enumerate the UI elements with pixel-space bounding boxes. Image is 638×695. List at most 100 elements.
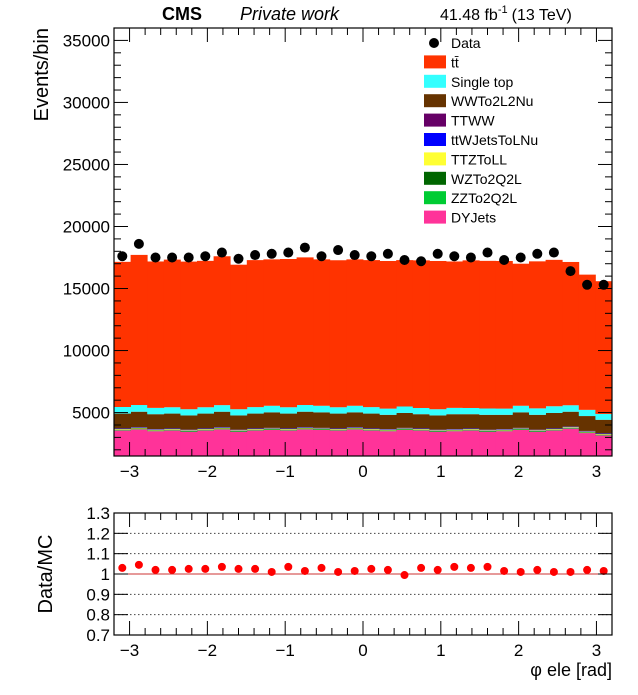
bar-segment bbox=[180, 261, 198, 410]
bar-segment bbox=[412, 429, 430, 430]
series-ttww bbox=[114, 426, 613, 434]
bar-segment bbox=[363, 260, 380, 408]
bar-segment bbox=[379, 408, 397, 415]
data-point bbox=[465, 252, 476, 263]
x-tick-label: −2 bbox=[198, 462, 217, 481]
ratio-point bbox=[533, 565, 542, 574]
data-point bbox=[117, 251, 128, 262]
bar-segment bbox=[446, 431, 463, 456]
bar-segment bbox=[163, 430, 181, 456]
ratio-y-axis-title: Data/MC bbox=[35, 535, 57, 614]
bar-segment bbox=[213, 411, 231, 428]
lumi-energy: (13 TeV) bbox=[512, 7, 572, 24]
bar-segment bbox=[296, 411, 314, 428]
legend-label: WWTo2L2Nu bbox=[451, 93, 533, 109]
bar-segment bbox=[495, 260, 513, 409]
bar-segment bbox=[263, 412, 281, 428]
legend-label: DYJets bbox=[451, 210, 496, 226]
data-point bbox=[548, 247, 559, 258]
bar-segment bbox=[396, 427, 414, 429]
data-point bbox=[333, 245, 344, 256]
bar-segment bbox=[595, 435, 613, 456]
ratio-point bbox=[500, 566, 509, 575]
bar-segment bbox=[130, 427, 148, 428]
bar-segment bbox=[346, 427, 364, 429]
bar-segment bbox=[512, 429, 530, 456]
bar-segment bbox=[230, 430, 248, 432]
ratio-point bbox=[483, 562, 492, 571]
legend-label: ttWJetsToLNu bbox=[451, 132, 538, 148]
data-point bbox=[532, 248, 543, 259]
y-tick-label: 10000 bbox=[63, 342, 110, 361]
bar-segment bbox=[130, 428, 148, 429]
bar-segment bbox=[412, 414, 430, 429]
data-point bbox=[598, 279, 609, 290]
bar-segment bbox=[346, 259, 364, 406]
data-point bbox=[366, 251, 377, 262]
series-tt- bbox=[114, 254, 613, 414]
bar-segment bbox=[246, 407, 264, 414]
bar-segment bbox=[313, 429, 331, 456]
bar-segment bbox=[180, 431, 198, 456]
bar-segment bbox=[578, 431, 596, 433]
bar-segment bbox=[230, 409, 248, 416]
bar-segment bbox=[529, 414, 547, 430]
ratio-point bbox=[367, 564, 376, 573]
data-point bbox=[233, 253, 244, 264]
y-tick-label: 0.7 bbox=[86, 626, 110, 645]
bar-segment bbox=[379, 429, 397, 430]
bar-segment bbox=[446, 429, 463, 431]
legend-item: TTZToLL bbox=[424, 151, 507, 167]
bar-segment bbox=[562, 427, 580, 428]
bar-segment bbox=[595, 434, 613, 436]
bar-segment bbox=[263, 259, 281, 406]
bar-segment bbox=[512, 428, 530, 430]
bar-segment bbox=[329, 429, 347, 430]
ratio-point bbox=[516, 567, 525, 576]
legend-swatch bbox=[424, 113, 446, 127]
bar-segment bbox=[230, 264, 248, 410]
x-tick-label: 1 bbox=[436, 641, 445, 660]
lumi-value: 41.48 fb bbox=[440, 7, 498, 24]
bar-segment bbox=[246, 429, 264, 430]
bar-segment bbox=[429, 429, 447, 431]
bar-segment bbox=[197, 260, 214, 408]
bar-segment bbox=[346, 428, 364, 429]
bar-segment bbox=[578, 432, 596, 433]
bar-segment bbox=[512, 263, 530, 406]
bar-segment bbox=[180, 430, 198, 432]
series-ttwjetstolnu bbox=[114, 426, 613, 435]
bar-segment bbox=[197, 413, 214, 429]
bar-segment bbox=[446, 407, 463, 415]
bar-segment bbox=[379, 430, 397, 431]
y-tick-label: 1.2 bbox=[86, 524, 110, 543]
ratio-panel: 0.70.80.911.11.21.3 −3 −2 −1 0 1 2 3 Data/MC φ… bbox=[35, 504, 613, 680]
bar-segment bbox=[213, 428, 231, 429]
bar-segment bbox=[429, 260, 447, 410]
bar-segment bbox=[180, 429, 198, 431]
legend: Data tt̄ Single top WWTo2L2Nu TTWW ttWJetsToL… bbox=[424, 35, 538, 226]
ratio-x-axis: −3 −2 −1 0 1 2 3 bbox=[113, 513, 613, 660]
legend-swatch bbox=[424, 171, 446, 185]
bar-segment bbox=[412, 407, 430, 415]
data-point bbox=[183, 252, 194, 263]
bar-segment bbox=[595, 413, 613, 420]
bar-segment bbox=[114, 407, 131, 414]
bar-segment bbox=[529, 408, 547, 415]
legend-label: tt̄ bbox=[451, 54, 459, 70]
legend-item: WZTo2Q2L bbox=[424, 171, 522, 187]
data-point bbox=[416, 256, 427, 267]
bar-segment bbox=[230, 431, 248, 456]
bar-segment bbox=[578, 433, 596, 456]
legend-label: TTZToLL bbox=[451, 151, 507, 167]
bar-segment bbox=[495, 414, 513, 430]
bar-segment bbox=[545, 428, 563, 430]
bar-segment bbox=[412, 429, 430, 431]
bar-segment bbox=[130, 254, 148, 406]
ratio-point bbox=[300, 566, 309, 575]
bar-segment bbox=[562, 411, 580, 427]
y-tick-label: 5000 bbox=[72, 404, 110, 423]
ratio-point bbox=[383, 565, 392, 574]
x-tick-label: 0 bbox=[358, 462, 367, 481]
data-point bbox=[299, 242, 310, 253]
